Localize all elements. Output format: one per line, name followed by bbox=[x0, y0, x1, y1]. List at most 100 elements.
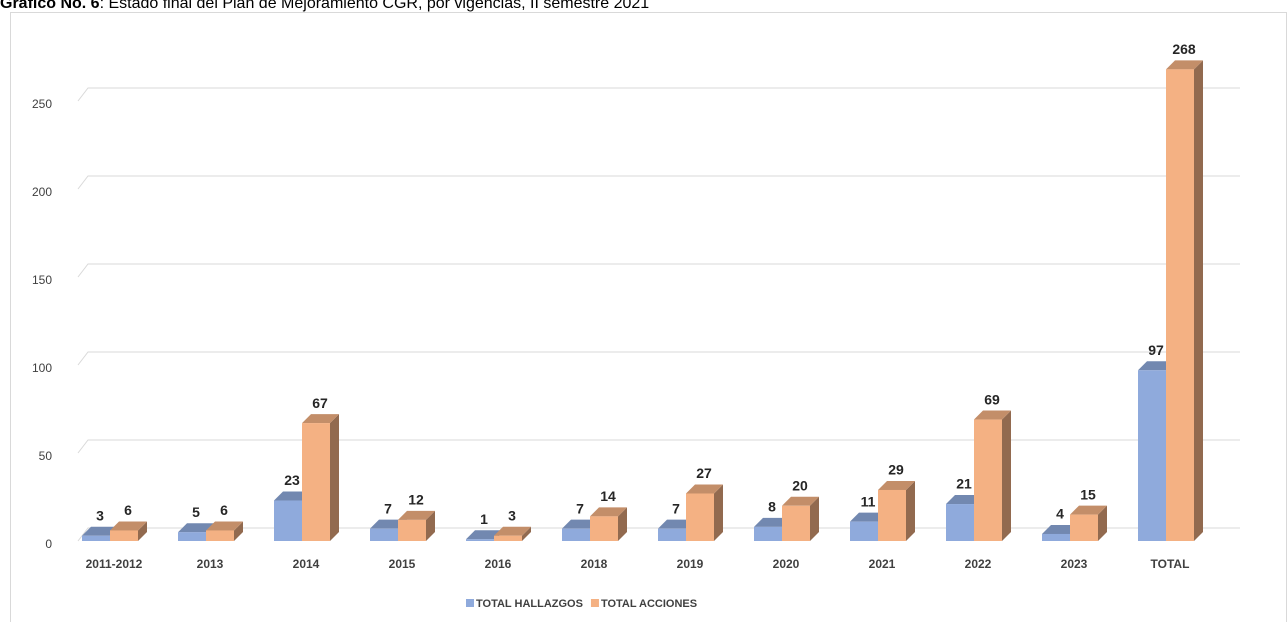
bar-front bbox=[494, 535, 522, 541]
data-label: 6 bbox=[124, 502, 132, 518]
bar-front bbox=[110, 530, 138, 541]
bar-front bbox=[1042, 533, 1070, 541]
data-label: 27 bbox=[696, 465, 712, 481]
bar-top bbox=[466, 530, 503, 540]
bar-front bbox=[302, 423, 330, 541]
bar-top bbox=[686, 484, 723, 494]
grid-line bbox=[77, 439, 1240, 454]
x-tick-label: 2019 bbox=[677, 557, 704, 571]
bar-front bbox=[1166, 69, 1194, 541]
bar-front bbox=[206, 530, 234, 541]
bar-front bbox=[878, 489, 906, 541]
bar-top bbox=[370, 519, 407, 529]
legend-swatch bbox=[590, 599, 599, 607]
x-tick-label: 2023 bbox=[1061, 557, 1088, 571]
y-tick-label: 50 bbox=[39, 449, 53, 463]
bar-top bbox=[1166, 60, 1203, 70]
x-tick-label: 2015 bbox=[389, 557, 416, 571]
data-label: 7 bbox=[384, 500, 392, 516]
bar-top bbox=[110, 521, 147, 531]
x-tick-label: 2021 bbox=[869, 557, 896, 571]
bar-front bbox=[946, 504, 974, 541]
legend-label: TOTAL HALLAZGOS bbox=[476, 598, 583, 610]
bar bbox=[590, 507, 627, 541]
data-label: 21 bbox=[956, 476, 972, 492]
bar-front bbox=[782, 505, 810, 541]
x-tick-label: 2014 bbox=[293, 557, 320, 571]
y-tick-label: 150 bbox=[32, 273, 52, 287]
data-label: 7 bbox=[576, 500, 584, 516]
chart-title: Gráfico No. 6: Estado final del Plan de … bbox=[0, 0, 649, 12]
data-label: 11 bbox=[861, 493, 876, 509]
bar bbox=[206, 521, 243, 541]
bar-front bbox=[1138, 370, 1166, 541]
legend-label: TOTAL ACCIONES bbox=[601, 598, 697, 610]
title-text: : Estado final del Plan de Mejoramiento … bbox=[100, 0, 650, 12]
bar-top bbox=[206, 521, 243, 531]
bar-front bbox=[466, 539, 494, 541]
grid-line bbox=[77, 175, 1240, 190]
bar-side bbox=[810, 496, 819, 541]
bar-front bbox=[658, 528, 686, 541]
bar-front bbox=[974, 419, 1002, 541]
grid-line bbox=[77, 87, 1240, 102]
data-label: 69 bbox=[984, 391, 1000, 407]
x-tick-label: 2011-2012 bbox=[86, 557, 143, 571]
bar bbox=[302, 414, 339, 541]
bar bbox=[494, 526, 531, 541]
x-tick-label: 2013 bbox=[197, 557, 224, 571]
x-tick-label: 2020 bbox=[773, 557, 800, 571]
bar-front bbox=[754, 526, 782, 541]
bar-front bbox=[686, 493, 714, 541]
data-label: 3 bbox=[96, 507, 104, 523]
bar bbox=[974, 410, 1011, 541]
bar-front bbox=[1070, 514, 1098, 541]
data-label: 3 bbox=[508, 507, 516, 523]
data-label: 8 bbox=[768, 499, 776, 515]
title-label: Gráfico No. 6 bbox=[0, 0, 100, 12]
bar bbox=[1070, 505, 1107, 541]
y-tick-label: 0 bbox=[45, 537, 52, 551]
bar-side bbox=[618, 507, 627, 541]
y-tick-label: 250 bbox=[32, 97, 52, 111]
bar-top bbox=[302, 414, 339, 424]
data-label: 1 bbox=[480, 511, 488, 527]
bar-top bbox=[1042, 524, 1079, 534]
bar bbox=[398, 510, 435, 541]
bar bbox=[1166, 60, 1203, 541]
bar-top bbox=[850, 512, 887, 522]
y-tick-label: 200 bbox=[32, 185, 52, 199]
data-label: 14 bbox=[600, 488, 616, 504]
data-label: 20 bbox=[792, 478, 808, 494]
bar-side bbox=[1002, 410, 1011, 541]
grid-line bbox=[77, 351, 1240, 366]
legend-swatch bbox=[466, 599, 474, 607]
bar bbox=[878, 480, 915, 541]
data-label: 15 bbox=[1080, 486, 1096, 502]
bar-side bbox=[234, 521, 243, 541]
data-label: 67 bbox=[312, 395, 328, 411]
bar-side bbox=[330, 414, 339, 541]
bar-top bbox=[1070, 505, 1107, 515]
bar-top bbox=[1138, 361, 1175, 371]
bar-front bbox=[562, 528, 590, 541]
bar-side bbox=[138, 521, 147, 541]
bar bbox=[110, 521, 147, 541]
bar-top bbox=[590, 507, 627, 517]
grid-line bbox=[77, 263, 1240, 278]
x-tick-label: 2022 bbox=[965, 557, 992, 571]
data-label: 29 bbox=[888, 462, 904, 478]
bar-top bbox=[974, 410, 1011, 420]
bar-top bbox=[274, 491, 311, 501]
bar-side bbox=[1194, 60, 1203, 541]
bar-top bbox=[82, 526, 119, 536]
data-label: 6 bbox=[220, 502, 228, 518]
bar-top bbox=[946, 495, 983, 505]
data-label: 12 bbox=[408, 492, 424, 508]
data-label: 23 bbox=[284, 472, 300, 488]
bar-front bbox=[370, 528, 398, 541]
bar-front bbox=[178, 532, 206, 541]
bar-side bbox=[522, 526, 531, 541]
bar-top bbox=[562, 519, 599, 529]
